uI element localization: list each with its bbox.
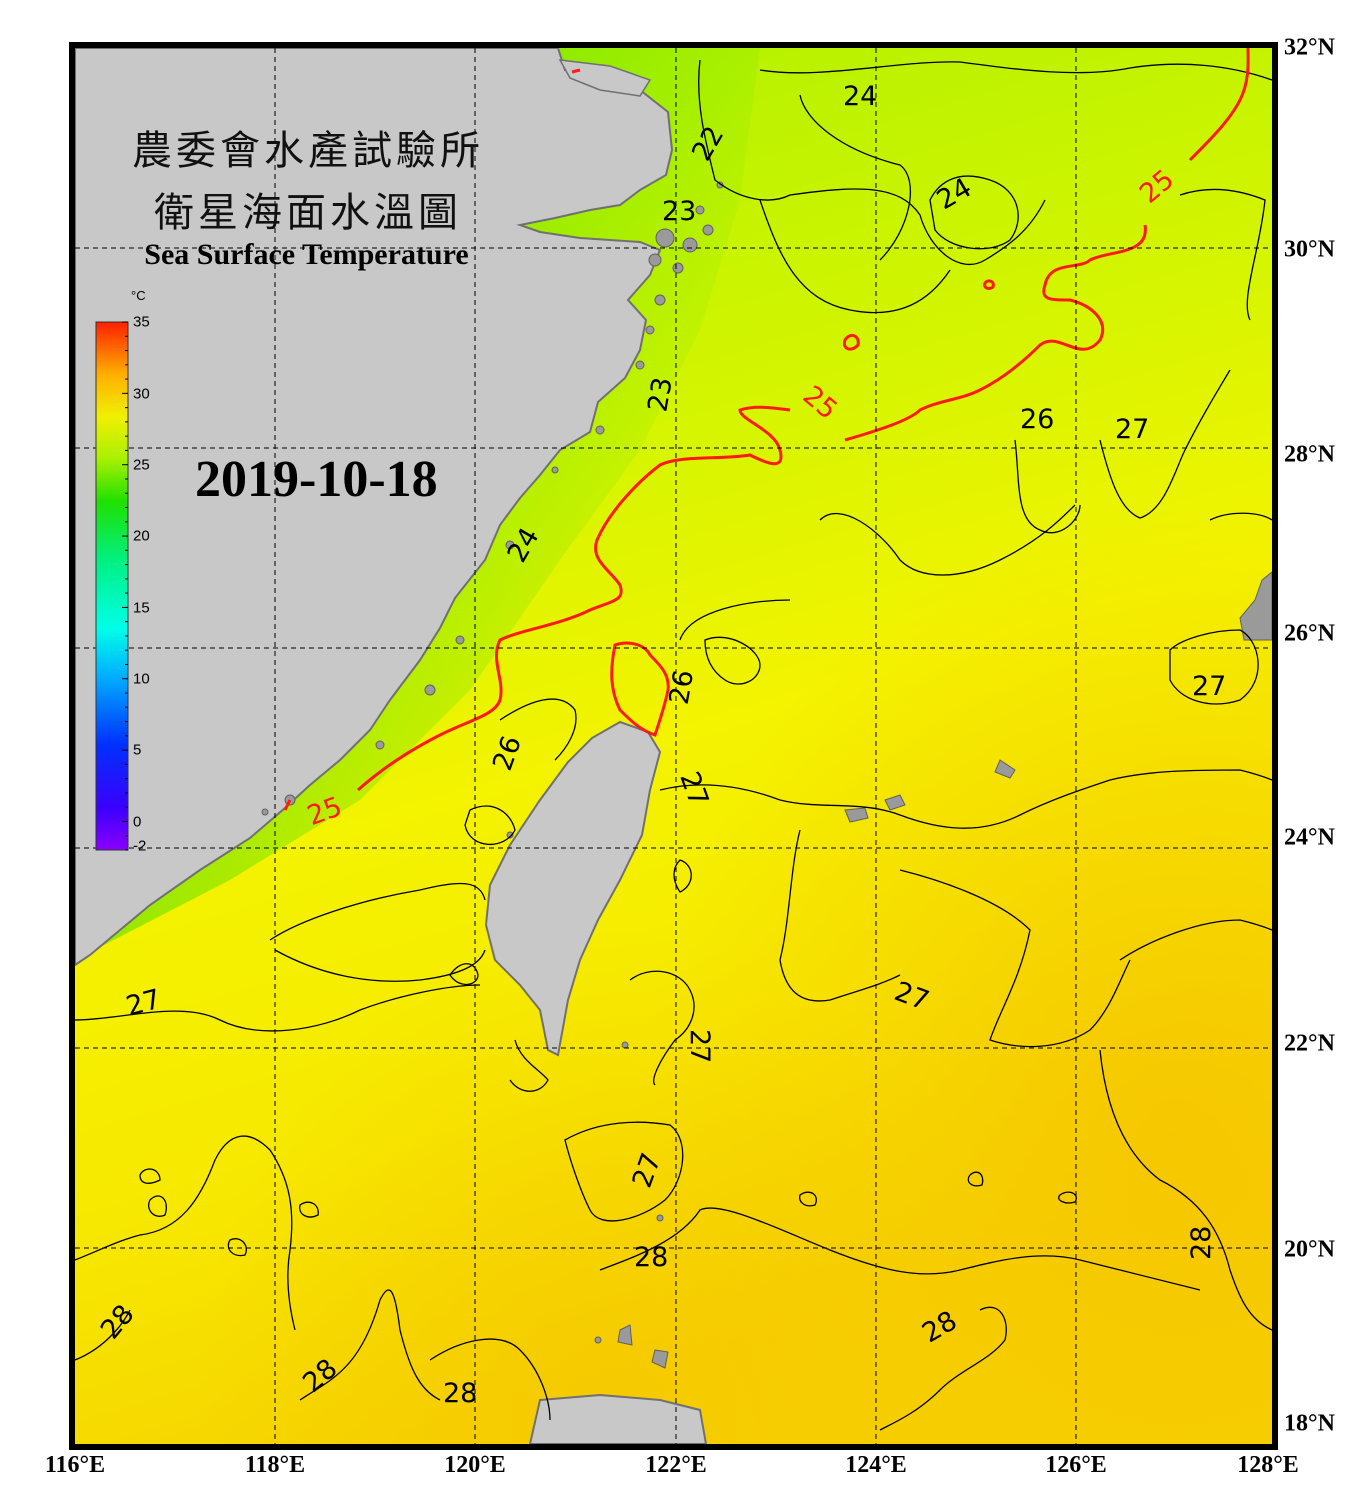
lat-label: 26°N: [1284, 620, 1335, 647]
isotherm-label: 27: [684, 1029, 715, 1063]
lat-label: 24°N: [1284, 824, 1335, 851]
colorbar-tick-label: 30: [133, 385, 150, 403]
graticule: [75, 48, 1272, 1444]
title-english: Sea Surface Temperature: [144, 238, 469, 271]
lon-label: 128°E: [1237, 1452, 1299, 1478]
isotherm-label: 27: [1115, 414, 1149, 445]
colorbar-tick-label: 15: [133, 599, 150, 617]
lat-label: 18°N: [1284, 1410, 1335, 1437]
luzon-island: [528, 1393, 708, 1444]
ryukyu-fragment: [1239, 571, 1272, 641]
isotherm-label: 23: [642, 375, 678, 414]
lon-label: 122°E: [645, 1452, 707, 1478]
colorbar-tick-label: -2: [133, 837, 147, 855]
colorbar-tick-label: 5: [133, 741, 142, 759]
colorbar: [95, 321, 129, 851]
colorbar-tick-label: 25: [133, 456, 150, 474]
colorbar-unit: °C: [131, 288, 146, 303]
isotherm-contours: [75, 59, 1272, 1431]
lon-label: 116°E: [44, 1452, 106, 1478]
isotherm-label: 26: [1020, 404, 1054, 435]
date-label: 2019-10-18: [195, 451, 438, 508]
small-islands: [506, 759, 1016, 1369]
title-agency: 農委會水產試驗所: [132, 128, 484, 174]
colorbar-tick-label: 35: [133, 313, 150, 331]
lon-label: 120°E: [444, 1452, 506, 1478]
lat-label: 28°N: [1284, 441, 1335, 468]
isotherm-label: 28: [1186, 1226, 1217, 1260]
colorbar-tick-label: 0: [133, 813, 142, 831]
isotherm-label: 28: [634, 1242, 668, 1273]
colorbar-tick-label: 10: [133, 670, 150, 688]
lon-label: 124°E: [845, 1452, 907, 1478]
zhoushan-islands: [261, 181, 724, 816]
colorbar-tick-label: 20: [133, 527, 150, 545]
lon-label: 126°E: [1045, 1452, 1107, 1478]
isotherm-25: [283, 48, 1250, 811]
isotherm-label: 28: [443, 1378, 477, 1409]
lat-label: 22°N: [1284, 1030, 1335, 1057]
colorbar-ticks: [122, 321, 128, 851]
isotherm-label: 27: [1192, 671, 1226, 702]
lat-label: 32°N: [1284, 34, 1335, 61]
lat-label: 30°N: [1284, 236, 1335, 263]
title-chart: 衛星海面水溫圖: [154, 190, 462, 236]
taiwan-island: [484, 720, 662, 1057]
isotherm-label: 24: [843, 81, 877, 112]
lat-label: 20°N: [1284, 1236, 1335, 1263]
isotherm-label: 26: [664, 668, 700, 707]
estuary-island: [558, 59, 652, 97]
lon-label: 118°E: [244, 1452, 306, 1478]
isotherm-label: 23: [662, 196, 696, 227]
